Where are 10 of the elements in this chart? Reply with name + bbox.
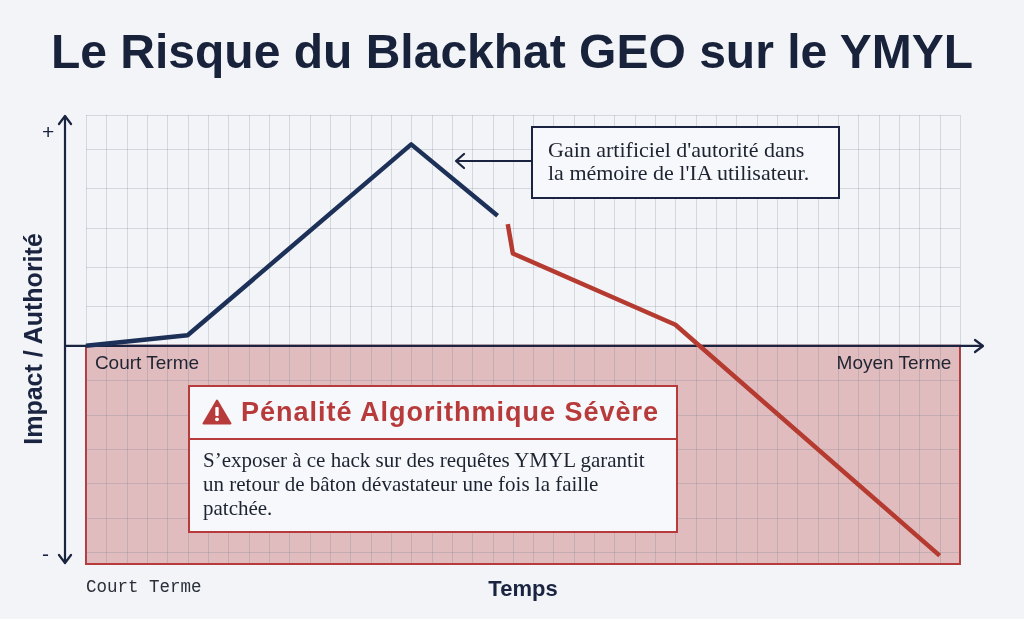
band-label: Pénalité Algorithmique Sévère — [241, 396, 660, 429]
y-axis-title: Impact / Authorité — [18, 232, 48, 445]
text: Court Terme — [86, 576, 202, 598]
x-axis-title: Temps — [488, 575, 558, 602]
annotation: S’exposer à ce hack sur des requêtes YMYL garantit un retour de bâton dévastateur une fois la faille patchée. — [202, 446, 646, 520]
text: - — [42, 542, 49, 566]
x-tick-label: Moyen Terme — [836, 352, 952, 374]
chart-title: Le Risque du Blackhat GEO sur le YMYL — [50, 24, 974, 80]
text: + — [42, 120, 55, 144]
annotation: Gain artificiel d'autorité dans la mémoire de l'IA utilisateur. — [531, 125, 840, 199]
